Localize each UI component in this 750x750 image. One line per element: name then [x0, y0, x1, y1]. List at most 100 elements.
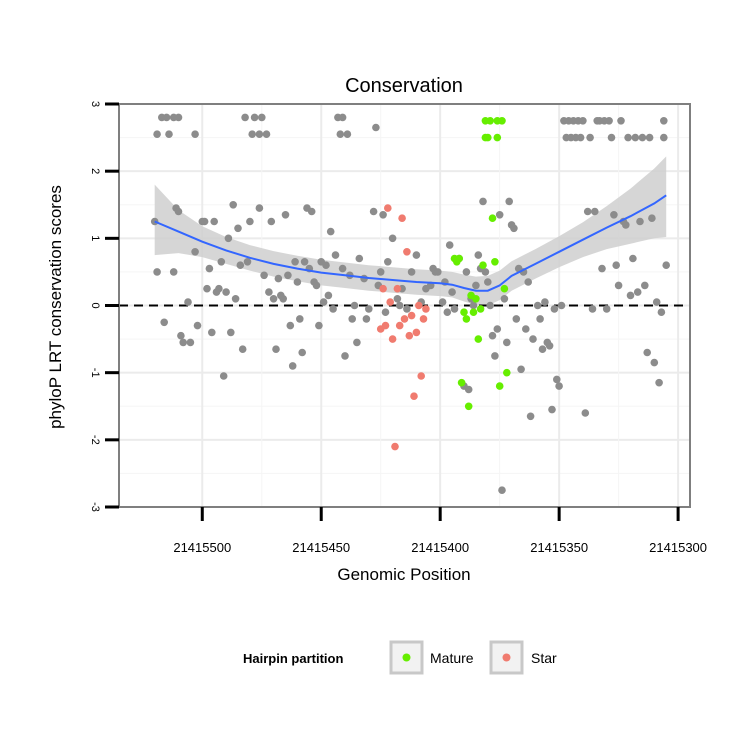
point-other: [517, 365, 525, 374]
point-other: [210, 217, 218, 226]
point-other: [631, 133, 640, 142]
point-other: [395, 301, 404, 310]
point-other: [498, 486, 506, 495]
point-other: [250, 113, 259, 122]
point-other: [248, 130, 256, 138]
point-star: [384, 204, 392, 212]
point-other: [510, 224, 518, 233]
point-other: [633, 288, 642, 296]
point-other: [548, 405, 556, 414]
point-other: [388, 234, 397, 243]
point-other: [438, 298, 447, 306]
point-other: [315, 321, 323, 330]
point-other: [350, 301, 359, 310]
point-other: [462, 268, 471, 276]
point-other: [652, 298, 661, 306]
point-other: [341, 352, 349, 360]
point-mature: [455, 254, 464, 263]
point-other: [184, 298, 192, 306]
point-other: [362, 315, 371, 323]
point-other: [500, 295, 509, 303]
point-other: [657, 308, 666, 317]
point-other: [338, 264, 347, 273]
point-other: [598, 264, 606, 273]
point-star: [381, 321, 390, 330]
point-other: [641, 281, 649, 290]
point-mature: [500, 284, 509, 293]
point-other: [484, 278, 492, 286]
point-other: [169, 268, 178, 276]
point-star: [400, 315, 409, 323]
point-other: [488, 331, 497, 340]
point-other: [450, 305, 459, 313]
point-other: [336, 130, 345, 138]
point-other: [160, 318, 168, 327]
point-other: [165, 130, 173, 138]
point-other: [272, 345, 280, 354]
x-tick-label: 21415450: [292, 540, 350, 555]
point-other: [503, 338, 511, 347]
point-other: [533, 301, 542, 310]
point-other: [650, 358, 659, 367]
y-tick-label: 0: [89, 302, 101, 308]
point-other: [255, 130, 264, 138]
y-axis: -3 -2 -1 0 1 2 3: [89, 101, 119, 512]
point-other: [576, 133, 585, 142]
point-other: [638, 133, 647, 142]
point-other: [236, 261, 245, 270]
point-other: [464, 385, 473, 394]
point-other: [329, 305, 337, 313]
point-star: [391, 442, 399, 451]
point-other: [312, 281, 321, 290]
point-other: [448, 288, 456, 296]
point-other: [579, 117, 587, 125]
point-other: [412, 251, 421, 259]
point-other: [407, 268, 416, 276]
point-other: [153, 130, 161, 138]
point-other: [260, 271, 268, 280]
point-other: [612, 261, 620, 270]
chart-title: Conservation: [345, 75, 463, 97]
point-other: [291, 258, 299, 266]
x-tick-label: 21415300: [649, 540, 707, 555]
point-star: [403, 248, 411, 256]
point-other: [512, 315, 521, 323]
point-other: [298, 348, 307, 357]
point-other: [369, 207, 378, 216]
point-other: [293, 278, 302, 286]
confidence-band-area: [154, 156, 667, 306]
point-other: [629, 254, 637, 263]
point-other: [174, 207, 183, 216]
point-star: [379, 284, 387, 293]
point-other: [162, 113, 171, 122]
point-mature: [457, 378, 466, 387]
point-other: [267, 217, 276, 226]
point-other: [269, 295, 278, 303]
point-other: [655, 378, 663, 387]
y-tick-label: 2: [89, 168, 101, 174]
point-other: [222, 288, 230, 296]
point-star: [415, 301, 423, 310]
point-other: [296, 315, 304, 323]
point-other: [288, 362, 297, 370]
point-other: [243, 258, 252, 266]
point-other: [300, 258, 309, 266]
point-mature: [462, 315, 471, 323]
point-other: [238, 345, 247, 354]
point-mature: [486, 117, 495, 125]
point-other: [474, 251, 483, 259]
point-other: [286, 321, 295, 330]
point-other: [469, 301, 478, 310]
point-other: [553, 375, 561, 384]
data-points: [150, 113, 670, 495]
point-mature: [493, 133, 502, 142]
point-other: [660, 117, 668, 125]
point-star: [398, 214, 406, 222]
point-other: [550, 305, 559, 313]
point-other: [376, 268, 385, 276]
y-axis-label: phyloP LRT conservation scores: [46, 185, 65, 429]
point-other: [265, 288, 273, 296]
point-other: [626, 291, 635, 300]
